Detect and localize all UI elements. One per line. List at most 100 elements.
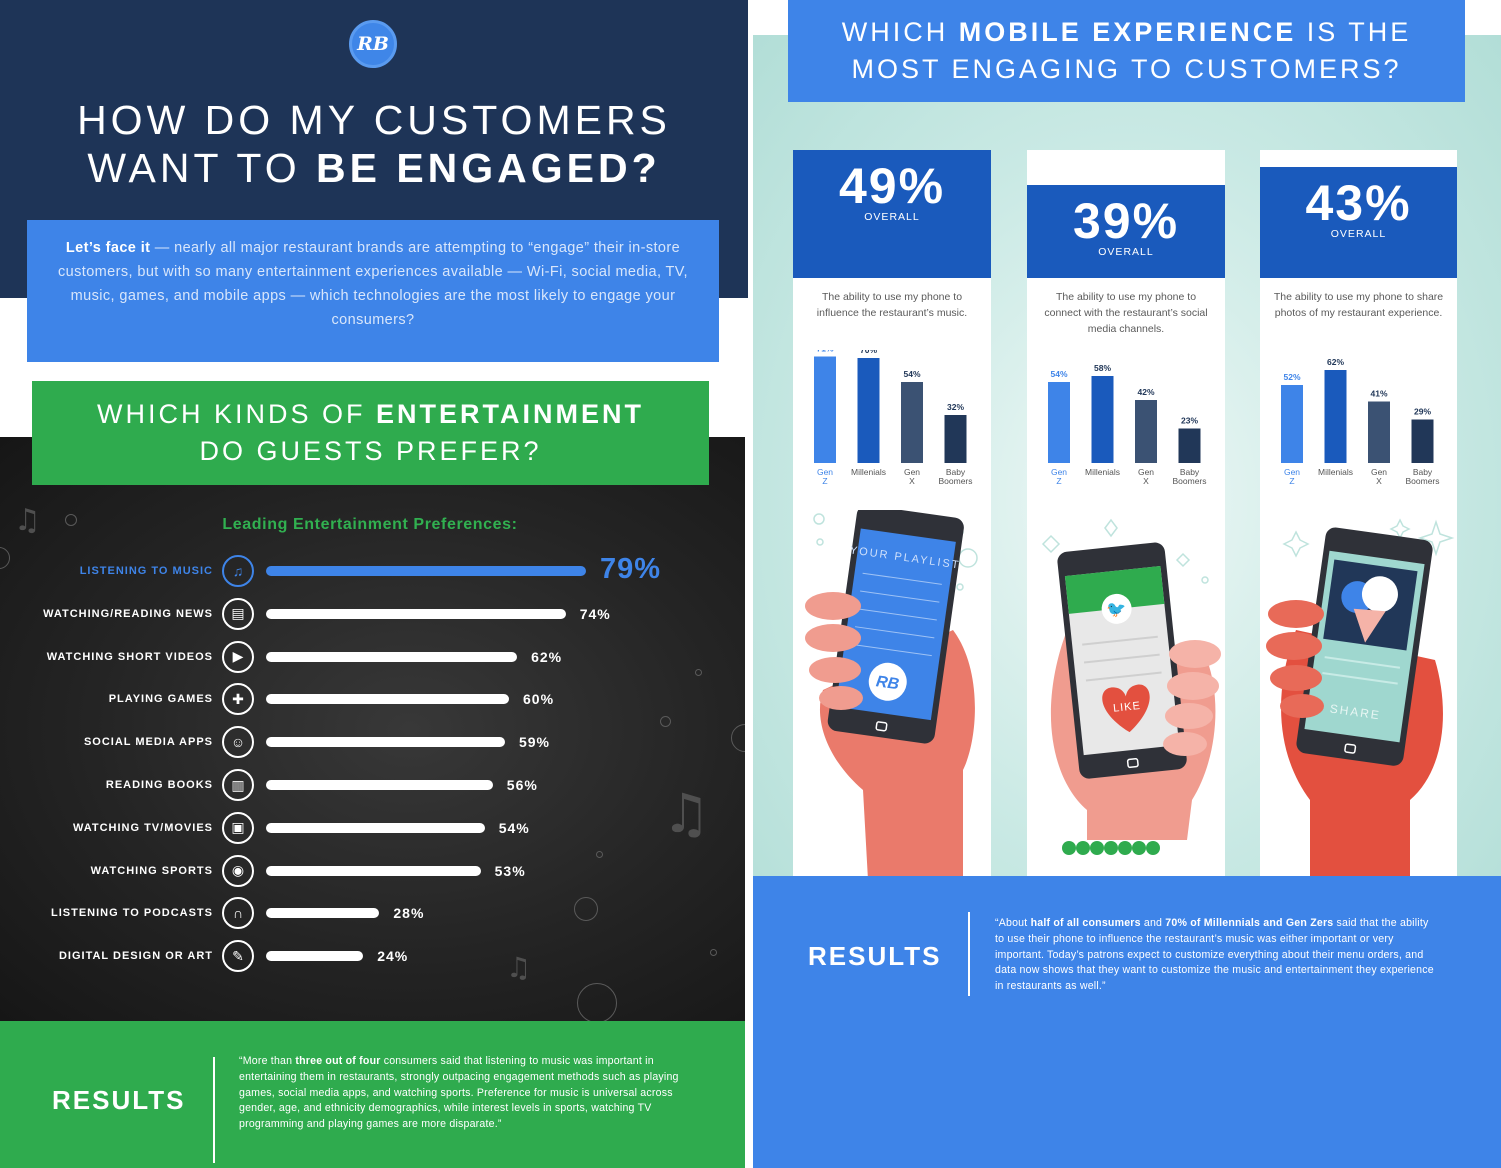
- entertainment-heading-line-1: WHICH KINDS OF ENTERTAINMENT: [32, 396, 709, 433]
- category-label: Gen: [1138, 467, 1154, 477]
- left-panel: RB HOW DO MY CUSTOMERS WANT TO BE ENGAGE…: [0, 0, 748, 1168]
- column-description: The ability to use my phone to connect w…: [1044, 291, 1208, 335]
- bar-label: LISTENING TO PODCASTS: [51, 907, 213, 920]
- finger: [805, 624, 861, 652]
- bar-row: LISTENING TO PODCASTS ∩ 28%: [0, 896, 745, 930]
- bar: [1048, 382, 1070, 463]
- bar-row: WATCHING SPORTS ◉ 53%: [0, 854, 745, 888]
- football-icon: ◉: [222, 854, 254, 887]
- diamond-decor: [1041, 534, 1061, 554]
- bar-value-label: 29%: [1414, 407, 1431, 417]
- finger: [1163, 732, 1207, 756]
- results-quote-bold-1: half of all consumers: [1030, 917, 1141, 929]
- category-label: Z: [1056, 476, 1061, 486]
- diamond-decor: [1175, 552, 1191, 568]
- finger: [1270, 665, 1322, 691]
- bar-value-label: 71%: [816, 350, 833, 354]
- bar: [266, 865, 481, 876]
- bar-label: WATCHING TV/MOVIES: [72, 821, 213, 834]
- bar-row: LISTENING TO MUSIC ♫ 79%: [0, 553, 745, 588]
- book-icon: ▥: [222, 769, 254, 801]
- bar-value-label: 74%: [579, 605, 611, 622]
- category-label: X: [1143, 476, 1149, 486]
- circle-decor: [574, 897, 598, 921]
- overall-percent: 39%: [1072, 193, 1180, 249]
- diamond-decor: [1104, 518, 1118, 538]
- tv-icon: ▣: [222, 811, 254, 844]
- phone-social-illustration: 🐦 LIKE: [1041, 518, 1221, 855]
- bar: [266, 694, 509, 705]
- ice-cream-cone-icon: [1353, 608, 1386, 643]
- bar: [1324, 370, 1347, 463]
- headphones-icon: ∩: [222, 897, 254, 930]
- playlist-line: [855, 626, 935, 639]
- puzzle-icon: ✚: [222, 683, 254, 716]
- title-line-2-bold: BE ENGAGED?: [315, 145, 661, 191]
- bar: [266, 780, 493, 790]
- category-label: X: [1376, 476, 1382, 486]
- bar: [266, 651, 518, 662]
- feed-line: [1324, 656, 1401, 669]
- bar-value-label: 54%: [498, 819, 530, 836]
- category-label: Gen: [817, 467, 833, 477]
- category-label: Z: [1289, 476, 1294, 486]
- bar-value-label: 23%: [1181, 416, 1198, 426]
- category-label: Baby: [946, 467, 966, 477]
- heart-icon: [1102, 684, 1150, 733]
- bar-label: LISTENING TO MUSIC: [79, 565, 213, 577]
- mobile-heading-post: IS THE: [1296, 17, 1412, 47]
- bar-value-label: 54%: [1050, 369, 1067, 379]
- mobile-experience-heading: WHICH MOBILE EXPERIENCE IS THE MOST ENGA…: [788, 0, 1465, 102]
- finger: [1165, 703, 1213, 729]
- results-quote-post: said that the ability to use their phone…: [995, 917, 1434, 993]
- bar: [266, 951, 364, 962]
- results-label: RESULTS: [52, 1085, 186, 1115]
- logo-mark: RB: [875, 673, 900, 693]
- page-title: HOW DO MY CUSTOMERS WANT TO BE ENGAGED?: [0, 96, 748, 192]
- bar: [1178, 428, 1201, 463]
- finger: [1169, 640, 1221, 668]
- bar-row: READING BOOKS ▥ 56%: [0, 768, 745, 802]
- chart-title: Leading Entertainment Preferences:: [222, 516, 518, 533]
- title-line-2: WANT TO BE ENGAGED?: [0, 144, 748, 192]
- art-easel-icon: ✎: [222, 940, 254, 973]
- category-label: Millenials: [851, 467, 886, 477]
- entertainment-chart-section: ♫ ♫ ♫: [0, 437, 745, 1021]
- mobile-heading-line-2: MOST ENGAGING TO CUSTOMERS?: [851, 54, 1402, 84]
- music-note-decor-icon: ♫: [662, 782, 711, 845]
- results-quote: “More than three out of four consumers s…: [239, 1054, 689, 1133]
- bar-row: SOCIAL MEDIA APPS ☺ 59%: [0, 725, 745, 759]
- bar: [266, 822, 485, 833]
- category-label: Baby: [1413, 467, 1433, 477]
- overall-label: OVERALL: [1330, 228, 1387, 240]
- bar-value-label: 28%: [393, 905, 425, 922]
- category-label: Boomers: [938, 476, 972, 486]
- results-quote-pre: “More than: [239, 1055, 296, 1067]
- logo-icon: [868, 662, 907, 701]
- bar-row: WATCHING/READING NEWS ▤ 74%: [0, 597, 745, 631]
- circle-decor: [660, 716, 671, 727]
- circle-decor: [813, 513, 825, 525]
- results-quote: “About half of all consumers and 70% of …: [995, 916, 1435, 995]
- phone-screen: [1064, 566, 1180, 756]
- bar: [1281, 385, 1303, 463]
- newspaper-icon: ▤: [222, 597, 254, 630]
- circle-decor: [958, 548, 978, 568]
- category-label: Gen: [1284, 467, 1300, 477]
- bar: [266, 608, 566, 619]
- finger: [1167, 672, 1219, 700]
- playlist-line: [857, 608, 937, 621]
- ice-cream-scoop-icon: [1361, 576, 1398, 613]
- users-icon: ☺: [222, 726, 254, 759]
- bar: [1411, 419, 1434, 463]
- overall-label: OVERALL: [864, 211, 920, 223]
- bar-row: WATCHING SHORT VIDEOS ▶ 62%: [0, 640, 745, 674]
- bar-label: PLAYING GAMES: [108, 693, 213, 706]
- circle-decor: [577, 983, 617, 1021]
- intro-text: — nearly all major restaurant brands are…: [58, 240, 688, 328]
- column-description: The ability to use my phone to share pho…: [1273, 291, 1444, 319]
- music-note-decor-icon: ♫: [14, 503, 41, 538]
- sparkle-decor: [1417, 519, 1455, 557]
- logo-icon: RB: [349, 20, 397, 68]
- category-label: Gen: [904, 467, 920, 477]
